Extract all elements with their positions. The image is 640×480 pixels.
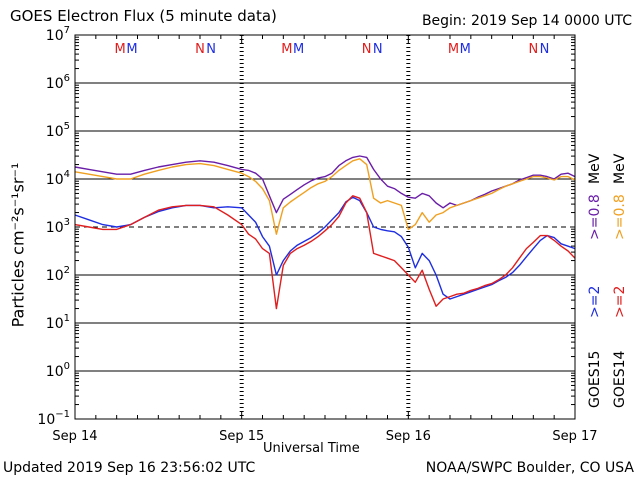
y-tick-label: 100 (46, 361, 70, 380)
legend-goes14: GOES14 (612, 350, 628, 408)
x-tick-label: Sep 14 (52, 429, 97, 444)
marker-m: M (448, 42, 459, 57)
marker-m: M (293, 42, 304, 57)
chart-title: GOES Electron Flux (5 minute data) (10, 7, 277, 25)
marker-n: N (373, 42, 383, 57)
legend-mev-2: MeV (612, 153, 628, 184)
begin-time: Begin: 2019 Sep 14 0000 UTC (421, 13, 632, 29)
y-tick-label: 105 (46, 121, 70, 140)
plot-frame (74, 34, 576, 420)
marker-n: N (540, 42, 550, 57)
y-tick-label: 106 (46, 73, 70, 92)
marker-n: N (195, 42, 205, 57)
series-goes15_2 (74, 196, 576, 300)
x-tick-label: Sep 17 (552, 429, 597, 444)
x-axis-label: Universal Time (263, 441, 360, 456)
updated-timestamp: Updated 2019 Sep 16 23:56:02 UTC (3, 460, 256, 476)
marker-n: N (362, 42, 372, 57)
y-tick-label: 107 (46, 25, 70, 44)
y-tick-label: 103 (46, 217, 70, 236)
y-tick-label: 102 (46, 265, 70, 284)
series-goes14_08 (74, 158, 576, 235)
legend-e08-goes15: >=0.8 (587, 194, 603, 240)
marker-n: N (206, 42, 216, 57)
marker-m: M (115, 42, 126, 57)
x-tick-label: Sep 15 (219, 429, 264, 444)
y-tick-label: 101 (46, 313, 70, 332)
x-tick-label: Sep 16 (386, 429, 431, 444)
marker-m: M (281, 42, 292, 57)
marker-m: M (460, 42, 471, 57)
y-tick-label: 10−1 (37, 409, 70, 428)
legend-e08-goes14: >=0.8 (612, 194, 628, 240)
legend-e2-goes15: >=2 (587, 285, 603, 318)
legend-goes15: GOES15 (587, 350, 603, 408)
series-goes14_2 (74, 195, 576, 310)
legend-e2-goes14: >=2 (612, 285, 628, 318)
credit-text: NOAA/SWPC Boulder, CO USA (425, 460, 634, 476)
marker-n: N (528, 42, 538, 57)
legend-mev-08: MeV (587, 153, 603, 184)
series-goes15_08 (74, 155, 576, 214)
marker-m: M (126, 42, 137, 57)
y-tick-label: 104 (46, 169, 70, 188)
